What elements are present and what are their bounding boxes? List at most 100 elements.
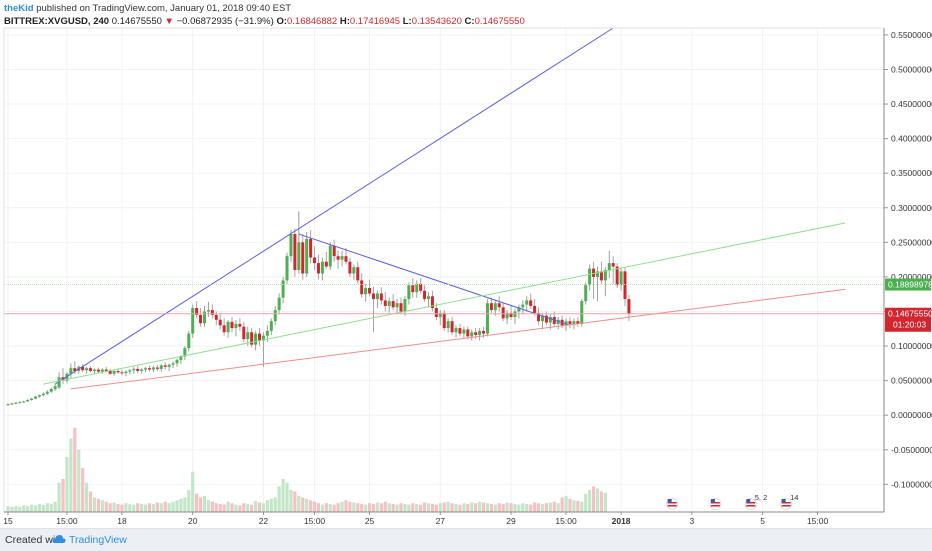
volume-bar	[214, 503, 218, 512]
volume-bar	[277, 486, 281, 512]
volume-bar	[309, 500, 313, 512]
candle-body	[320, 261, 324, 274]
volume-bar	[430, 503, 435, 512]
x-tick-label: 15:00	[555, 516, 577, 526]
tradingview-link[interactable]: TradingView	[69, 534, 127, 546]
candle-body	[470, 332, 474, 337]
candle-body	[368, 287, 372, 294]
candle-body	[191, 308, 195, 334]
volume-bar	[383, 501, 387, 512]
price-axis: 0.55000000 0.50000000 0.45000000 0.40000000…	[3, 27, 932, 512]
volume-bar	[387, 503, 391, 512]
close-label: C:	[464, 16, 475, 27]
candle-body	[57, 377, 61, 388]
candle-body	[128, 370, 132, 372]
y-tick-label: 0.05000000	[891, 376, 932, 386]
volume-bar	[442, 502, 446, 512]
low-value: 0.13543620	[411, 16, 462, 27]
volume-bar	[234, 504, 238, 512]
volume-bar	[250, 504, 254, 512]
volume-bar	[65, 457, 69, 512]
volume-bar	[238, 505, 242, 512]
candle-body	[316, 263, 320, 274]
flag-stripe	[667, 502, 677, 504]
candle-body	[116, 370, 120, 373]
publish-info: published on TradingView.com, January 01…	[36, 3, 292, 14]
flag-canton	[710, 499, 715, 503]
candle-body	[222, 325, 226, 333]
candle-body	[226, 321, 230, 333]
high-label: H:	[339, 16, 350, 27]
candle-body	[493, 303, 497, 311]
volume-bar	[603, 492, 607, 512]
candle-body	[34, 396, 38, 399]
candle-body	[313, 257, 317, 264]
candle-body	[159, 365, 163, 369]
candle-body	[411, 285, 415, 293]
candle-body	[521, 304, 525, 308]
volume-bar	[485, 503, 490, 512]
candle-body	[415, 283, 419, 293]
candle-body	[206, 310, 210, 312]
candle-body	[611, 263, 615, 267]
candle-body	[132, 368, 136, 371]
volume-bar	[360, 503, 364, 512]
last-price: 0.14675550	[111, 16, 162, 27]
volume-bar	[521, 503, 525, 512]
volume-bar	[175, 500, 179, 512]
volume-bar	[73, 427, 77, 512]
volume-bar	[470, 502, 474, 512]
flag-stripe	[710, 502, 720, 504]
volume-bar	[104, 501, 108, 512]
trendline	[298, 233, 571, 326]
author-name[interactable]: theKid	[4, 3, 34, 14]
candle-body	[450, 321, 454, 333]
candle-body	[348, 261, 352, 274]
volume-bar	[572, 500, 576, 512]
flag-canton	[781, 499, 786, 503]
candle-body	[466, 329, 470, 337]
candle-body	[584, 285, 588, 302]
candle-body	[81, 366, 85, 371]
y-tick-label: -0.05000000	[891, 445, 932, 455]
candle-body	[328, 245, 332, 267]
candle-body	[423, 290, 427, 300]
candle-body	[230, 321, 234, 329]
flag-stripe	[781, 502, 791, 504]
volume-bar	[92, 497, 97, 512]
candle-body	[485, 303, 489, 334]
footer-bar: Created with TradingView	[0, 528, 932, 551]
candle-body	[96, 369, 100, 372]
x-tick-label: 29	[506, 516, 516, 526]
candle-body	[544, 315, 548, 323]
candle-body	[210, 310, 214, 315]
volume-bar	[57, 482, 61, 512]
candle-body	[576, 321, 580, 324]
volume-bar	[426, 503, 431, 512]
volume-bar	[454, 503, 458, 512]
volume-bar	[230, 503, 234, 512]
volume-bar	[261, 503, 266, 512]
volume-bar	[41, 504, 45, 512]
candle-body	[446, 321, 450, 329]
volume-bar	[202, 495, 207, 512]
candle-body	[258, 333, 262, 341]
candle-body	[65, 373, 69, 381]
green-price-tag-text: 0.18898978	[888, 280, 932, 290]
volume-bar	[26, 506, 30, 512]
candlesticks	[6, 211, 631, 406]
volume-bar	[324, 503, 328, 512]
candle-body	[627, 299, 631, 314]
candle-body	[391, 301, 395, 308]
volume-bar	[462, 503, 466, 512]
candle-body	[6, 404, 10, 406]
close-value: 0.14675550	[474, 16, 525, 27]
candle-body	[442, 312, 446, 329]
volume-bar	[112, 502, 116, 512]
price-chart[interactable]: 5, 2 14 0.55000000 0.50000000 0.45000000 0.4…	[0, 0, 932, 528]
volume-bar	[568, 498, 572, 512]
candle-body	[454, 328, 458, 333]
volume-bar	[580, 501, 584, 512]
symbol-label[interactable]: BITTREX:XVGUSD, 240	[4, 16, 110, 27]
volume-bar	[179, 498, 183, 512]
